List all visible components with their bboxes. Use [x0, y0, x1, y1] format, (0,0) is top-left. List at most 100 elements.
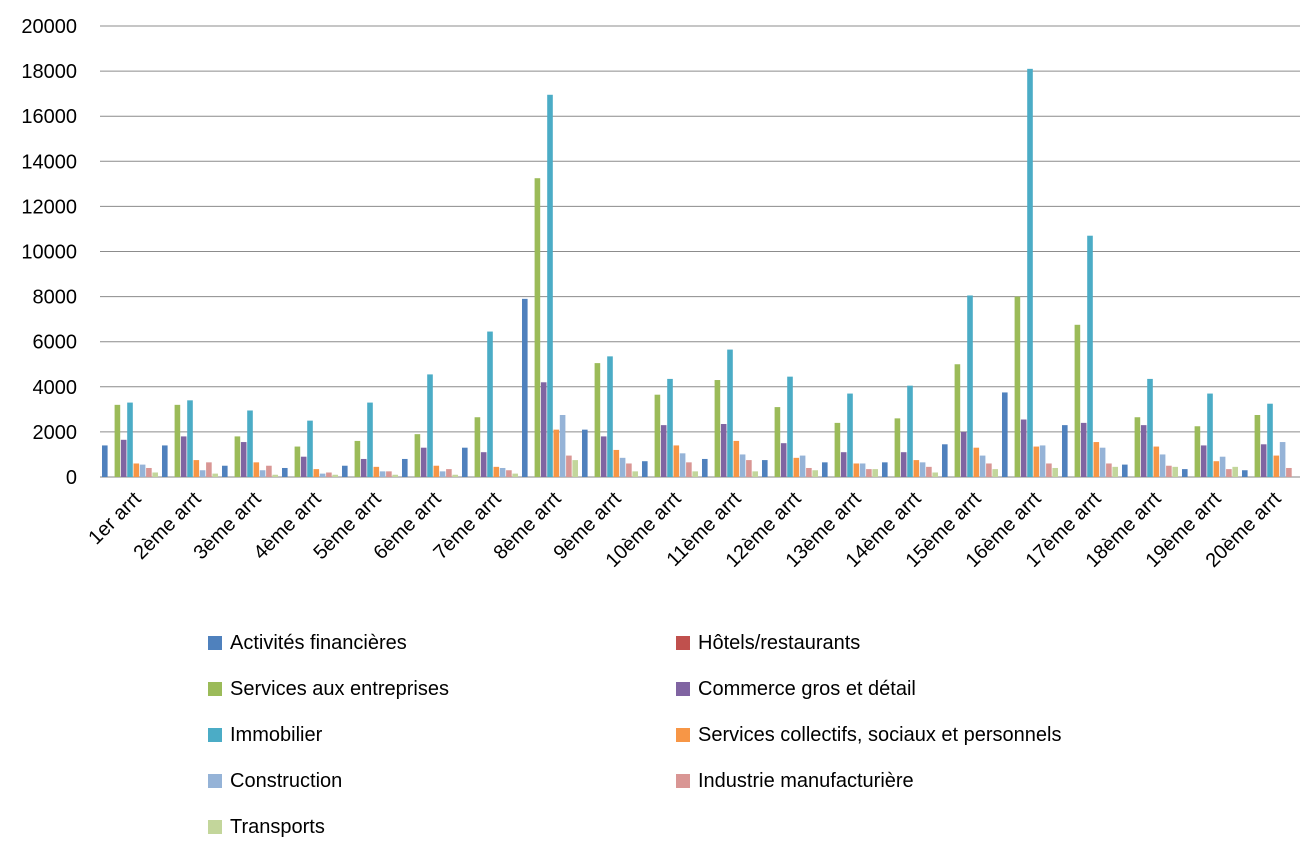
- bar: [1159, 454, 1166, 477]
- bar: [960, 431, 967, 477]
- bar: [1153, 446, 1160, 477]
- bar: [139, 464, 146, 477]
- bar: [840, 452, 847, 477]
- bar: [660, 425, 667, 477]
- bar: [900, 452, 907, 477]
- bar: [799, 455, 806, 477]
- bar: [1134, 417, 1141, 477]
- bar: [679, 453, 686, 477]
- bar: [1213, 461, 1220, 477]
- y-tick-label: 18000: [21, 61, 77, 83]
- bar: [319, 473, 326, 477]
- bar: [853, 463, 860, 477]
- bar: [954, 364, 961, 477]
- bar: [152, 472, 158, 477]
- bar: [1242, 470, 1248, 477]
- y-tick-label: 0: [66, 467, 77, 489]
- bar: [493, 466, 500, 477]
- bar: [746, 460, 752, 477]
- bar: [300, 456, 307, 477]
- bar: [1020, 419, 1027, 477]
- bar: [307, 420, 313, 478]
- bar: [1267, 403, 1273, 477]
- bar: [266, 465, 272, 477]
- bar: [462, 447, 468, 477]
- x-tick-label: 1er arrt: [84, 488, 145, 549]
- bar: [1273, 455, 1280, 477]
- bar: [932, 472, 938, 477]
- bar: [632, 471, 638, 477]
- bar: [433, 465, 440, 477]
- bar: [1062, 425, 1068, 477]
- bar: [1052, 467, 1058, 477]
- bar: [793, 457, 800, 477]
- bar: [234, 436, 241, 477]
- y-tick-label: 14000: [21, 151, 77, 173]
- bar: [619, 457, 626, 477]
- gridlines: [100, 25, 1300, 478]
- bar: [180, 436, 187, 477]
- bar: [452, 474, 458, 477]
- bar: [720, 424, 727, 477]
- bar: [114, 404, 121, 477]
- bar: [222, 465, 228, 477]
- bar: [566, 455, 572, 477]
- bar: [752, 471, 758, 477]
- bar: [313, 469, 320, 477]
- bar: [1140, 425, 1147, 477]
- bar: [559, 414, 566, 477]
- bar: [487, 331, 493, 477]
- bar: [402, 458, 408, 477]
- bar: [420, 447, 427, 477]
- bar: [1014, 296, 1021, 477]
- bar: [282, 467, 288, 477]
- bar: [572, 460, 578, 477]
- bar: [342, 465, 348, 477]
- legend-label: Construction: [230, 770, 342, 792]
- bar: [474, 417, 481, 477]
- bar: [553, 429, 560, 477]
- bar: [392, 474, 398, 477]
- bar: [594, 363, 601, 477]
- legend-swatch: [208, 636, 222, 650]
- bar: [199, 470, 206, 477]
- bar: [727, 349, 733, 477]
- y-tick-label: 20000: [21, 16, 77, 38]
- bar: [702, 458, 708, 477]
- bar: [907, 385, 913, 477]
- bar: [1122, 464, 1128, 477]
- bar: [774, 407, 781, 477]
- bar: [1039, 445, 1046, 477]
- bar: [1046, 463, 1052, 477]
- bar: [499, 467, 506, 477]
- bar: [733, 440, 740, 477]
- bar: [1147, 378, 1153, 477]
- bar: [686, 462, 692, 477]
- legend-swatch: [676, 728, 690, 742]
- bar: [739, 454, 746, 477]
- bar: [427, 374, 433, 477]
- bar: [866, 469, 872, 477]
- bar: [1033, 446, 1040, 477]
- bar: [294, 446, 301, 477]
- bar: [1093, 442, 1100, 477]
- bar: [1226, 469, 1232, 477]
- y-tick-label: 10000: [21, 242, 77, 264]
- bar: [926, 466, 932, 477]
- bar: [1027, 68, 1033, 477]
- legend: Activités financières Hôtels/restaurants S…: [208, 632, 1062, 838]
- bar: [367, 402, 373, 477]
- legend-label: Industrie manufacturière: [698, 770, 914, 792]
- bar: [822, 462, 828, 477]
- bar: [973, 447, 980, 477]
- bar: [942, 444, 948, 477]
- bar: [534, 178, 541, 477]
- bar: [253, 462, 260, 477]
- bar: [654, 394, 661, 477]
- bar: [667, 378, 673, 477]
- bar: [642, 461, 648, 477]
- bar: [847, 393, 853, 477]
- bar: [272, 474, 278, 477]
- bar: [1080, 422, 1087, 477]
- legend-label: Transports: [230, 816, 325, 838]
